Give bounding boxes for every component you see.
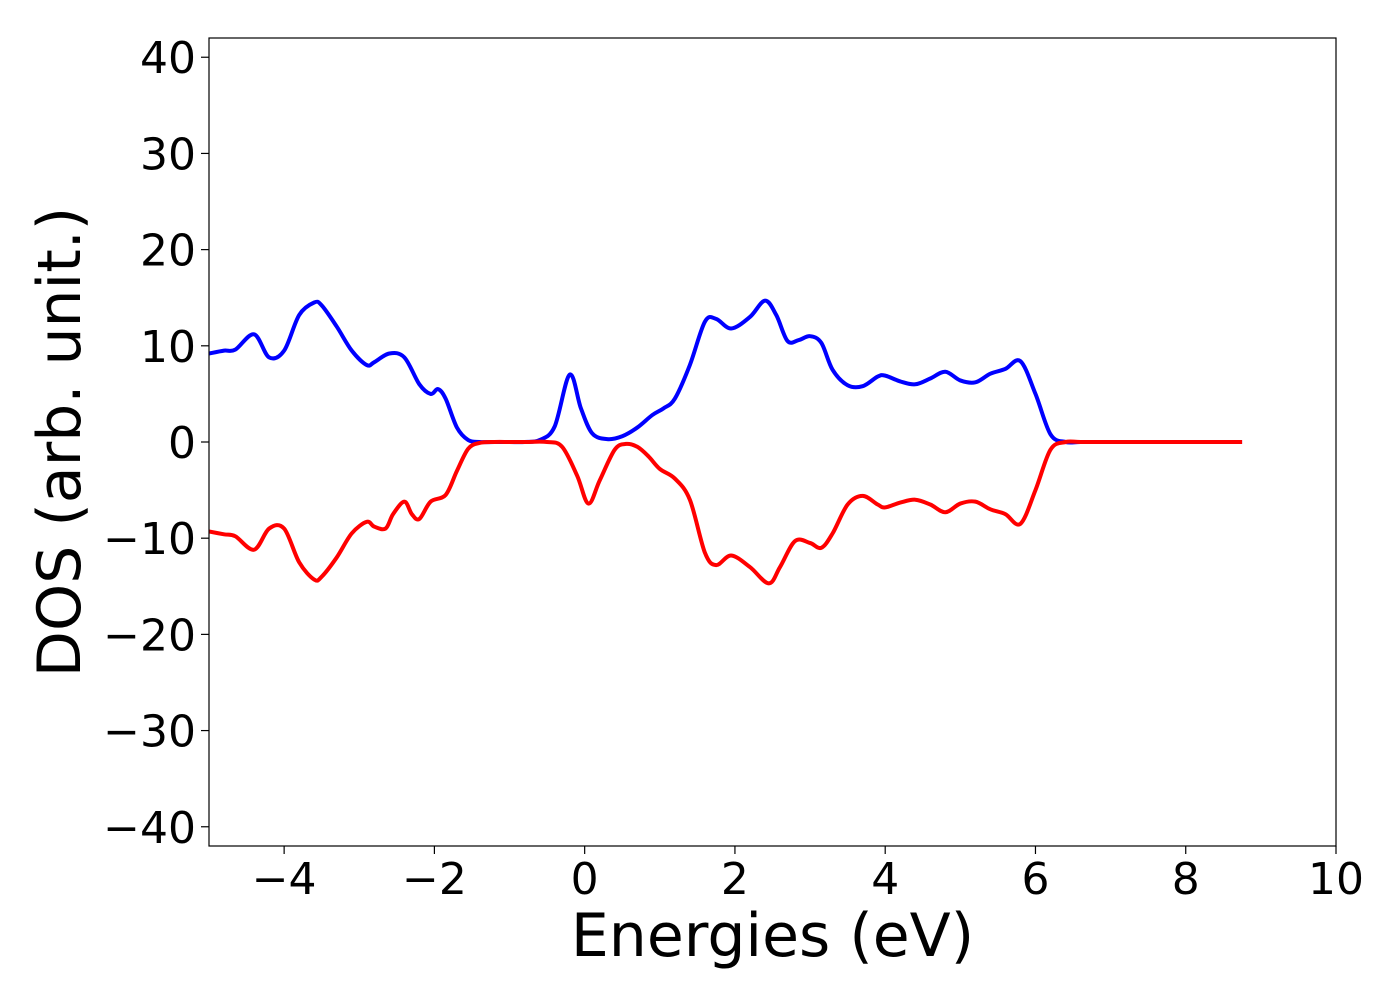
x-tick-label: 0 — [571, 854, 599, 905]
x-tick-label: 8 — [1172, 854, 1200, 905]
x-tick-label: −4 — [252, 854, 317, 905]
y-tick-label: 0 — [168, 418, 196, 469]
spin-up-dos-line — [209, 298, 1243, 445]
y-tick-label: 40 — [140, 33, 196, 84]
y-tick-label: 20 — [140, 226, 196, 277]
y-tick-label: 10 — [140, 322, 196, 373]
y-tick-label: −30 — [103, 707, 196, 758]
y-axis-label: DOS (arb. unit.) — [25, 207, 95, 677]
x-tick-label: 6 — [1021, 854, 1049, 905]
plot-area — [209, 298, 1243, 586]
y-tick-label: 30 — [140, 129, 196, 180]
y-tick-label: −10 — [103, 514, 196, 565]
x-tick-label: 2 — [721, 854, 749, 905]
x-tick-label: −2 — [402, 854, 467, 905]
spin-down-dos-line — [209, 439, 1243, 586]
y-tick-label: −40 — [103, 803, 196, 854]
x-tick-label: 10 — [1308, 854, 1364, 905]
x-tick-label: 4 — [871, 854, 899, 905]
x-axis-label: Energies (eV) — [571, 901, 974, 971]
y-tick-label: −20 — [103, 610, 196, 661]
